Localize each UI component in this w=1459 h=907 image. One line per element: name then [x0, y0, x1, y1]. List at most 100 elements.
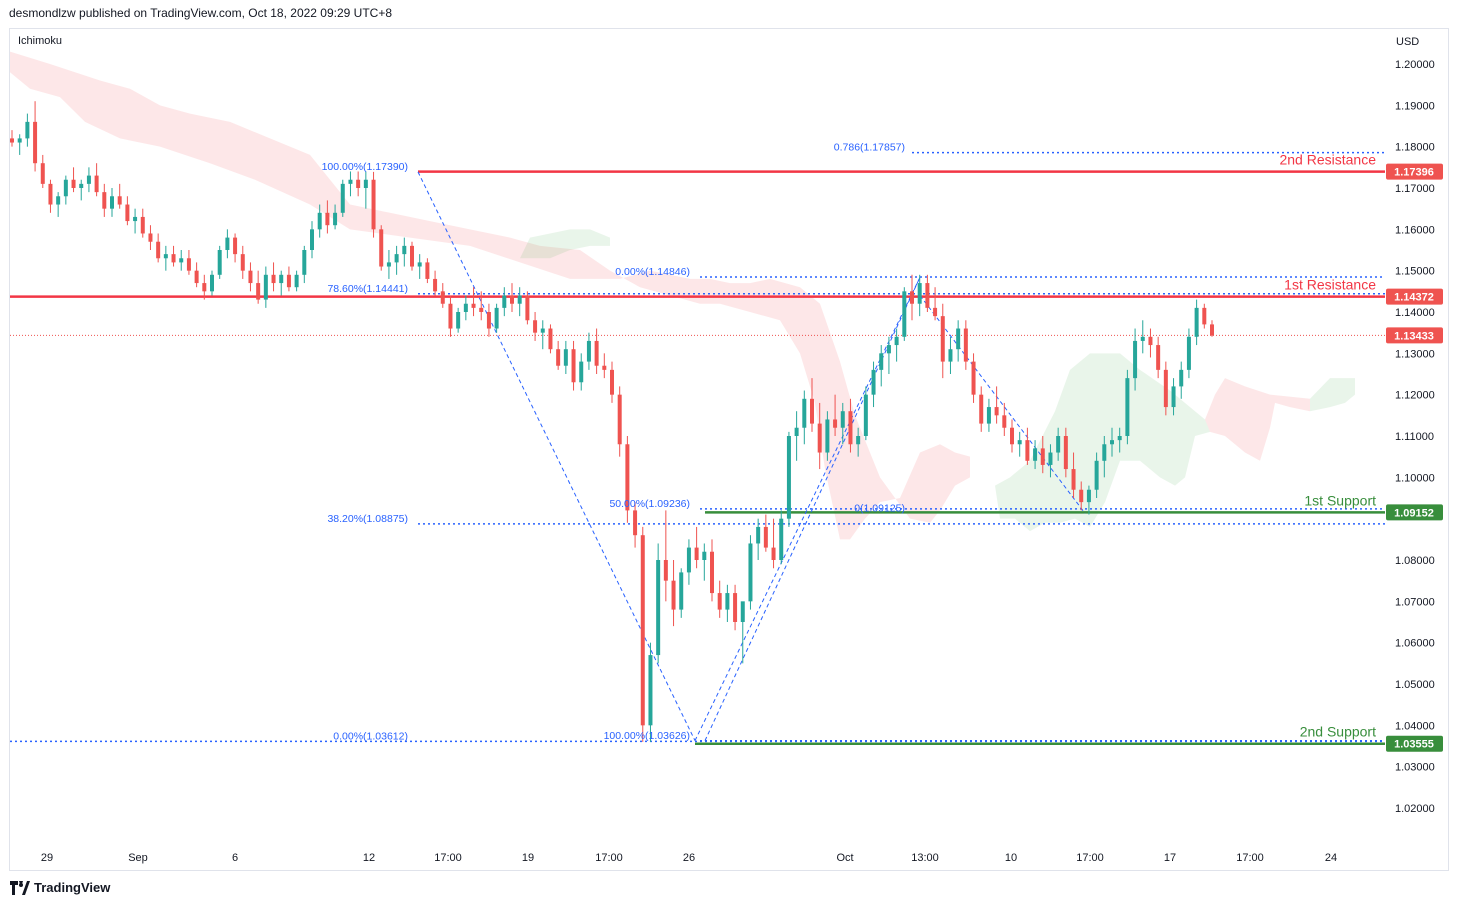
- candle-body: [348, 179, 353, 184]
- candle: [725, 584, 730, 622]
- candle-body: [610, 369, 614, 395]
- candle-body: [71, 179, 76, 188]
- candle-body: [679, 572, 684, 610]
- ichimoku-cloud: [10, 51, 1355, 540]
- candle-body: [648, 655, 653, 726]
- candle: [779, 510, 784, 565]
- candle-body: [48, 183, 53, 205]
- candle-body: [479, 307, 484, 312]
- candle: [925, 274, 930, 312]
- candle: [810, 378, 814, 432]
- candle: [471, 287, 476, 317]
- candle-body: [156, 241, 161, 259]
- candle: [63, 175, 68, 205]
- candle-body: [1071, 469, 1076, 490]
- candle: [633, 502, 638, 548]
- candle: [56, 192, 61, 217]
- x-tick-8: Oct: [836, 852, 853, 864]
- candle: [25, 113, 30, 147]
- candle: [248, 262, 253, 292]
- candle: [286, 266, 291, 292]
- candle: [448, 295, 453, 337]
- candle: [117, 183, 122, 209]
- candle: [886, 336, 891, 374]
- candle-body: [271, 274, 276, 284]
- candle: [756, 518, 761, 560]
- candle: [402, 237, 407, 267]
- candle: [1010, 419, 1014, 453]
- candle-body: [202, 283, 207, 292]
- candle-body: [717, 593, 722, 610]
- candle: [410, 241, 414, 271]
- candle-body: [563, 349, 568, 366]
- candle: [1117, 427, 1122, 453]
- candle: [1163, 361, 1168, 416]
- candle: [86, 167, 91, 193]
- candle-body: [425, 262, 430, 279]
- candle: [171, 245, 176, 267]
- candle: [210, 270, 214, 296]
- candle: [1194, 299, 1199, 346]
- candle: [625, 436, 630, 523]
- candle: [1025, 427, 1030, 465]
- price-tag-4: 1.03555: [1386, 735, 1443, 752]
- candle-body: [240, 254, 245, 271]
- candle: [1179, 361, 1184, 399]
- candle-body: [640, 535, 645, 726]
- price-tag-bg: [1386, 327, 1443, 344]
- fib-label-0: 0.786(1.17857): [834, 142, 905, 154]
- price-tag-bg: [1386, 735, 1443, 752]
- candle-body: [825, 419, 830, 453]
- candle-body: [594, 340, 599, 366]
- candle-body: [1063, 436, 1068, 470]
- y-tick-1: 1.19000: [1395, 100, 1435, 112]
- indicator-label[interactable]: Ichimoku: [18, 35, 63, 47]
- candle-body: [756, 526, 761, 544]
- fib-trend-3: [919, 295, 1086, 514]
- candle-body: [1094, 460, 1099, 490]
- candle-body: [817, 423, 822, 453]
- candle: [610, 361, 614, 403]
- candle: [1040, 436, 1045, 474]
- price-axis: USD 1.20000 1.19000 1.18000 1.17000 1.16000 1…: [1386, 36, 1443, 815]
- candle-body: [310, 229, 314, 250]
- candle: [902, 287, 907, 341]
- candle-body: [225, 237, 230, 250]
- x-tick-1: Sep: [128, 852, 148, 864]
- tradingview-footer[interactable]: TradingView: [10, 880, 110, 895]
- candle-body: [1048, 452, 1053, 465]
- fibonacci-lines: [10, 151, 1385, 743]
- candle-body: [410, 245, 414, 267]
- level-label-0: 2nd Resistance: [1279, 152, 1376, 168]
- fib-label-5: 0(1.09125): [854, 503, 905, 515]
- cloud-bear-1: [1205, 378, 1310, 461]
- price-tag-label: 1.17396: [1394, 167, 1434, 179]
- candle-body: [802, 398, 807, 428]
- y-tick-17: 1.02000: [1395, 803, 1435, 815]
- candle: [871, 361, 876, 408]
- x-tick-0: 29: [41, 852, 53, 864]
- y-tick-3: 1.17000: [1395, 183, 1435, 195]
- fib-trend-2: [704, 277, 921, 741]
- candle-body: [263, 274, 268, 300]
- candle: [733, 584, 738, 631]
- candle-body: [763, 526, 768, 548]
- candle-body: [394, 254, 399, 263]
- candle-body: [602, 365, 607, 370]
- y-tick-16: 1.03000: [1395, 762, 1435, 774]
- candle-body: [986, 407, 991, 424]
- candle: [979, 386, 984, 432]
- candle: [833, 394, 838, 436]
- candle-body: [856, 436, 861, 445]
- fib-label-6: 38.20%(1.08875): [327, 513, 408, 525]
- candle: [525, 291, 530, 325]
- candle: [710, 539, 714, 602]
- fib-label-2: 0.00%(1.14846): [615, 266, 690, 278]
- candle: [848, 398, 853, 453]
- candle: [602, 353, 607, 379]
- candle: [794, 411, 799, 461]
- candle: [817, 402, 822, 470]
- candle: [1079, 481, 1084, 511]
- candle-body: [1033, 448, 1038, 461]
